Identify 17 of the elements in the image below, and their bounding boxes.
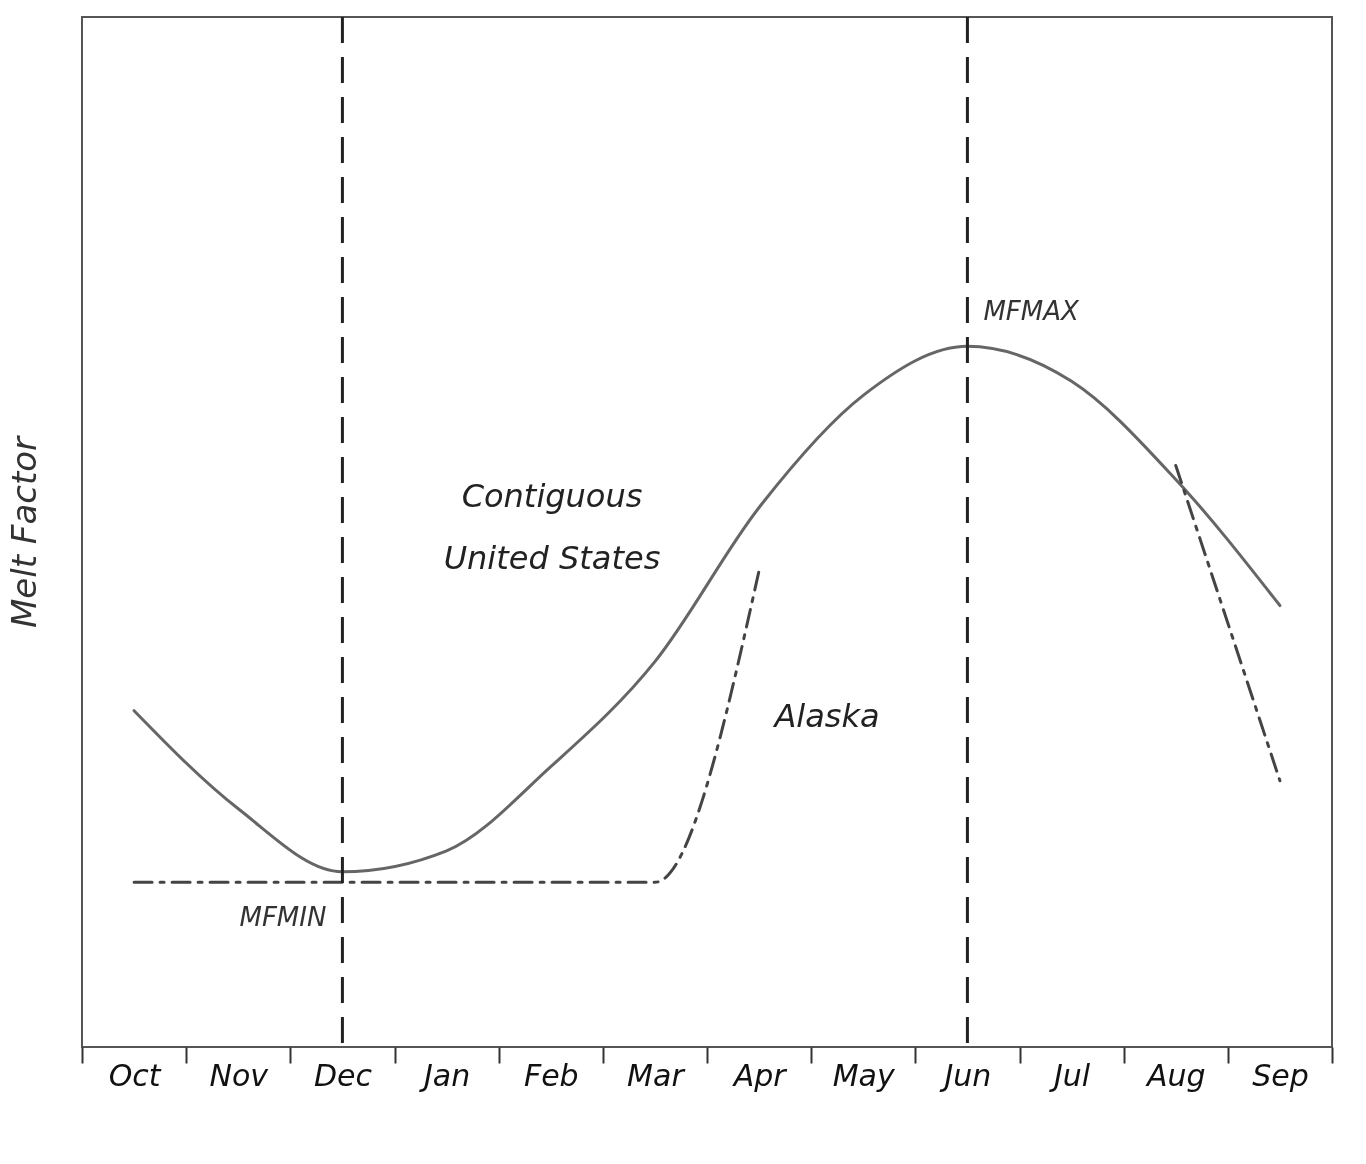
x-tick-label: Feb	[523, 1057, 579, 1093]
x-tick-label: Nov	[209, 1057, 270, 1093]
x-tick-label: Jul	[1048, 1057, 1091, 1093]
x-tick-label: Aug	[1144, 1057, 1206, 1093]
series-label: Contiguous United States	[443, 477, 661, 577]
y-axis-title: Melt Factor	[3, 434, 44, 629]
annotation: MFMIN	[239, 901, 327, 932]
x-tick-label: Mar	[627, 1057, 686, 1093]
x-tick-label: Jan	[418, 1057, 471, 1093]
x-tick-label: May	[832, 1057, 896, 1093]
annotation: MFMAX	[983, 296, 1081, 327]
x-tick-label: Oct	[108, 1057, 162, 1093]
x-tick-label: Apr	[731, 1057, 788, 1093]
x-tick-label: Dec	[313, 1057, 373, 1093]
x-tick-label: Jun	[939, 1057, 992, 1093]
x-tick-label: Sep	[1252, 1057, 1309, 1093]
series-label: Alaska	[772, 697, 880, 735]
